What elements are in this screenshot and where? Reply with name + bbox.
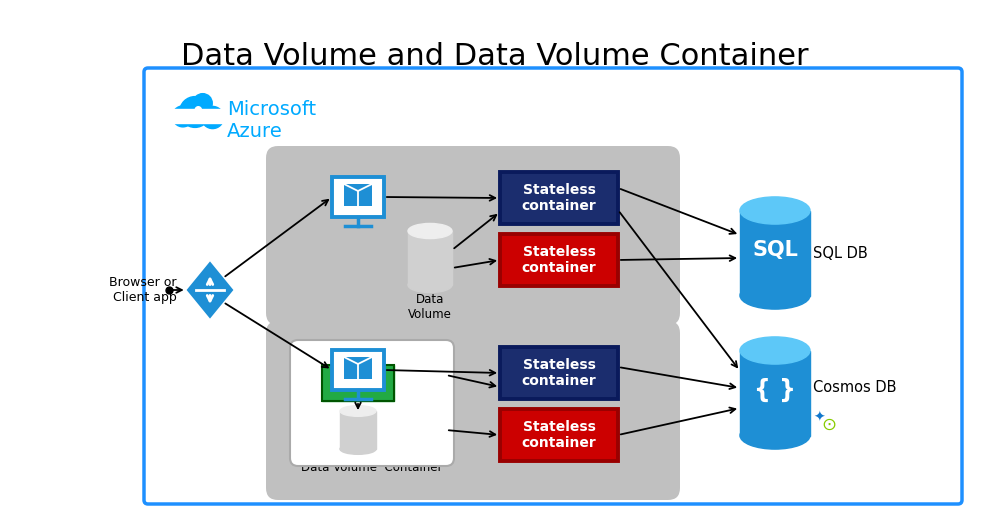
Text: Stateless
container: Stateless container: [522, 183, 596, 213]
Ellipse shape: [408, 224, 452, 238]
Bar: [340, 411, 376, 449]
Circle shape: [179, 96, 211, 127]
Bar: [166, 109, 224, 123]
Text: Stateless
container: Stateless container: [522, 358, 596, 388]
FancyBboxPatch shape: [290, 340, 454, 466]
Text: Cosmos DB: Cosmos DB: [813, 381, 897, 395]
FancyBboxPatch shape: [332, 350, 384, 390]
FancyBboxPatch shape: [332, 177, 384, 217]
Ellipse shape: [340, 444, 376, 454]
Text: Data Volume  Container: Data Volume Container: [301, 461, 443, 474]
FancyBboxPatch shape: [500, 172, 618, 224]
Bar: [740, 210, 810, 296]
Text: ⊙: ⊙: [822, 416, 837, 434]
FancyBboxPatch shape: [500, 409, 618, 461]
Bar: [740, 350, 810, 436]
FancyBboxPatch shape: [266, 146, 680, 325]
Circle shape: [209, 111, 215, 117]
FancyBboxPatch shape: [344, 357, 372, 379]
Bar: [322, 365, 394, 401]
Text: { }: { }: [754, 378, 796, 402]
Text: Stateless
container: Stateless container: [522, 245, 596, 275]
Text: Browser or
Client app: Browser or Client app: [109, 276, 176, 304]
FancyBboxPatch shape: [344, 184, 372, 206]
FancyBboxPatch shape: [144, 68, 962, 504]
Ellipse shape: [740, 422, 810, 449]
Bar: [408, 231, 452, 285]
Circle shape: [193, 94, 212, 113]
Text: SQL DB: SQL DB: [813, 245, 868, 261]
Text: Microsoft
Azure: Microsoft Azure: [227, 100, 316, 141]
Ellipse shape: [408, 277, 452, 293]
Ellipse shape: [740, 197, 810, 224]
Text: Data
Volume: Data Volume: [408, 293, 452, 321]
Circle shape: [172, 106, 193, 127]
Bar: [322, 365, 394, 401]
Text: Data Volume and Data Volume Container: Data Volume and Data Volume Container: [181, 42, 809, 71]
Circle shape: [182, 111, 188, 117]
Ellipse shape: [340, 405, 376, 417]
Text: ✦: ✦: [813, 411, 825, 425]
Polygon shape: [186, 261, 234, 319]
FancyBboxPatch shape: [500, 347, 618, 399]
Ellipse shape: [740, 282, 810, 309]
Text: SQL: SQL: [752, 240, 798, 260]
Circle shape: [202, 107, 224, 129]
FancyBboxPatch shape: [500, 234, 618, 286]
Circle shape: [195, 107, 201, 113]
Text: Stateless
container: Stateless container: [522, 420, 596, 450]
Ellipse shape: [740, 337, 810, 364]
FancyBboxPatch shape: [266, 321, 680, 500]
